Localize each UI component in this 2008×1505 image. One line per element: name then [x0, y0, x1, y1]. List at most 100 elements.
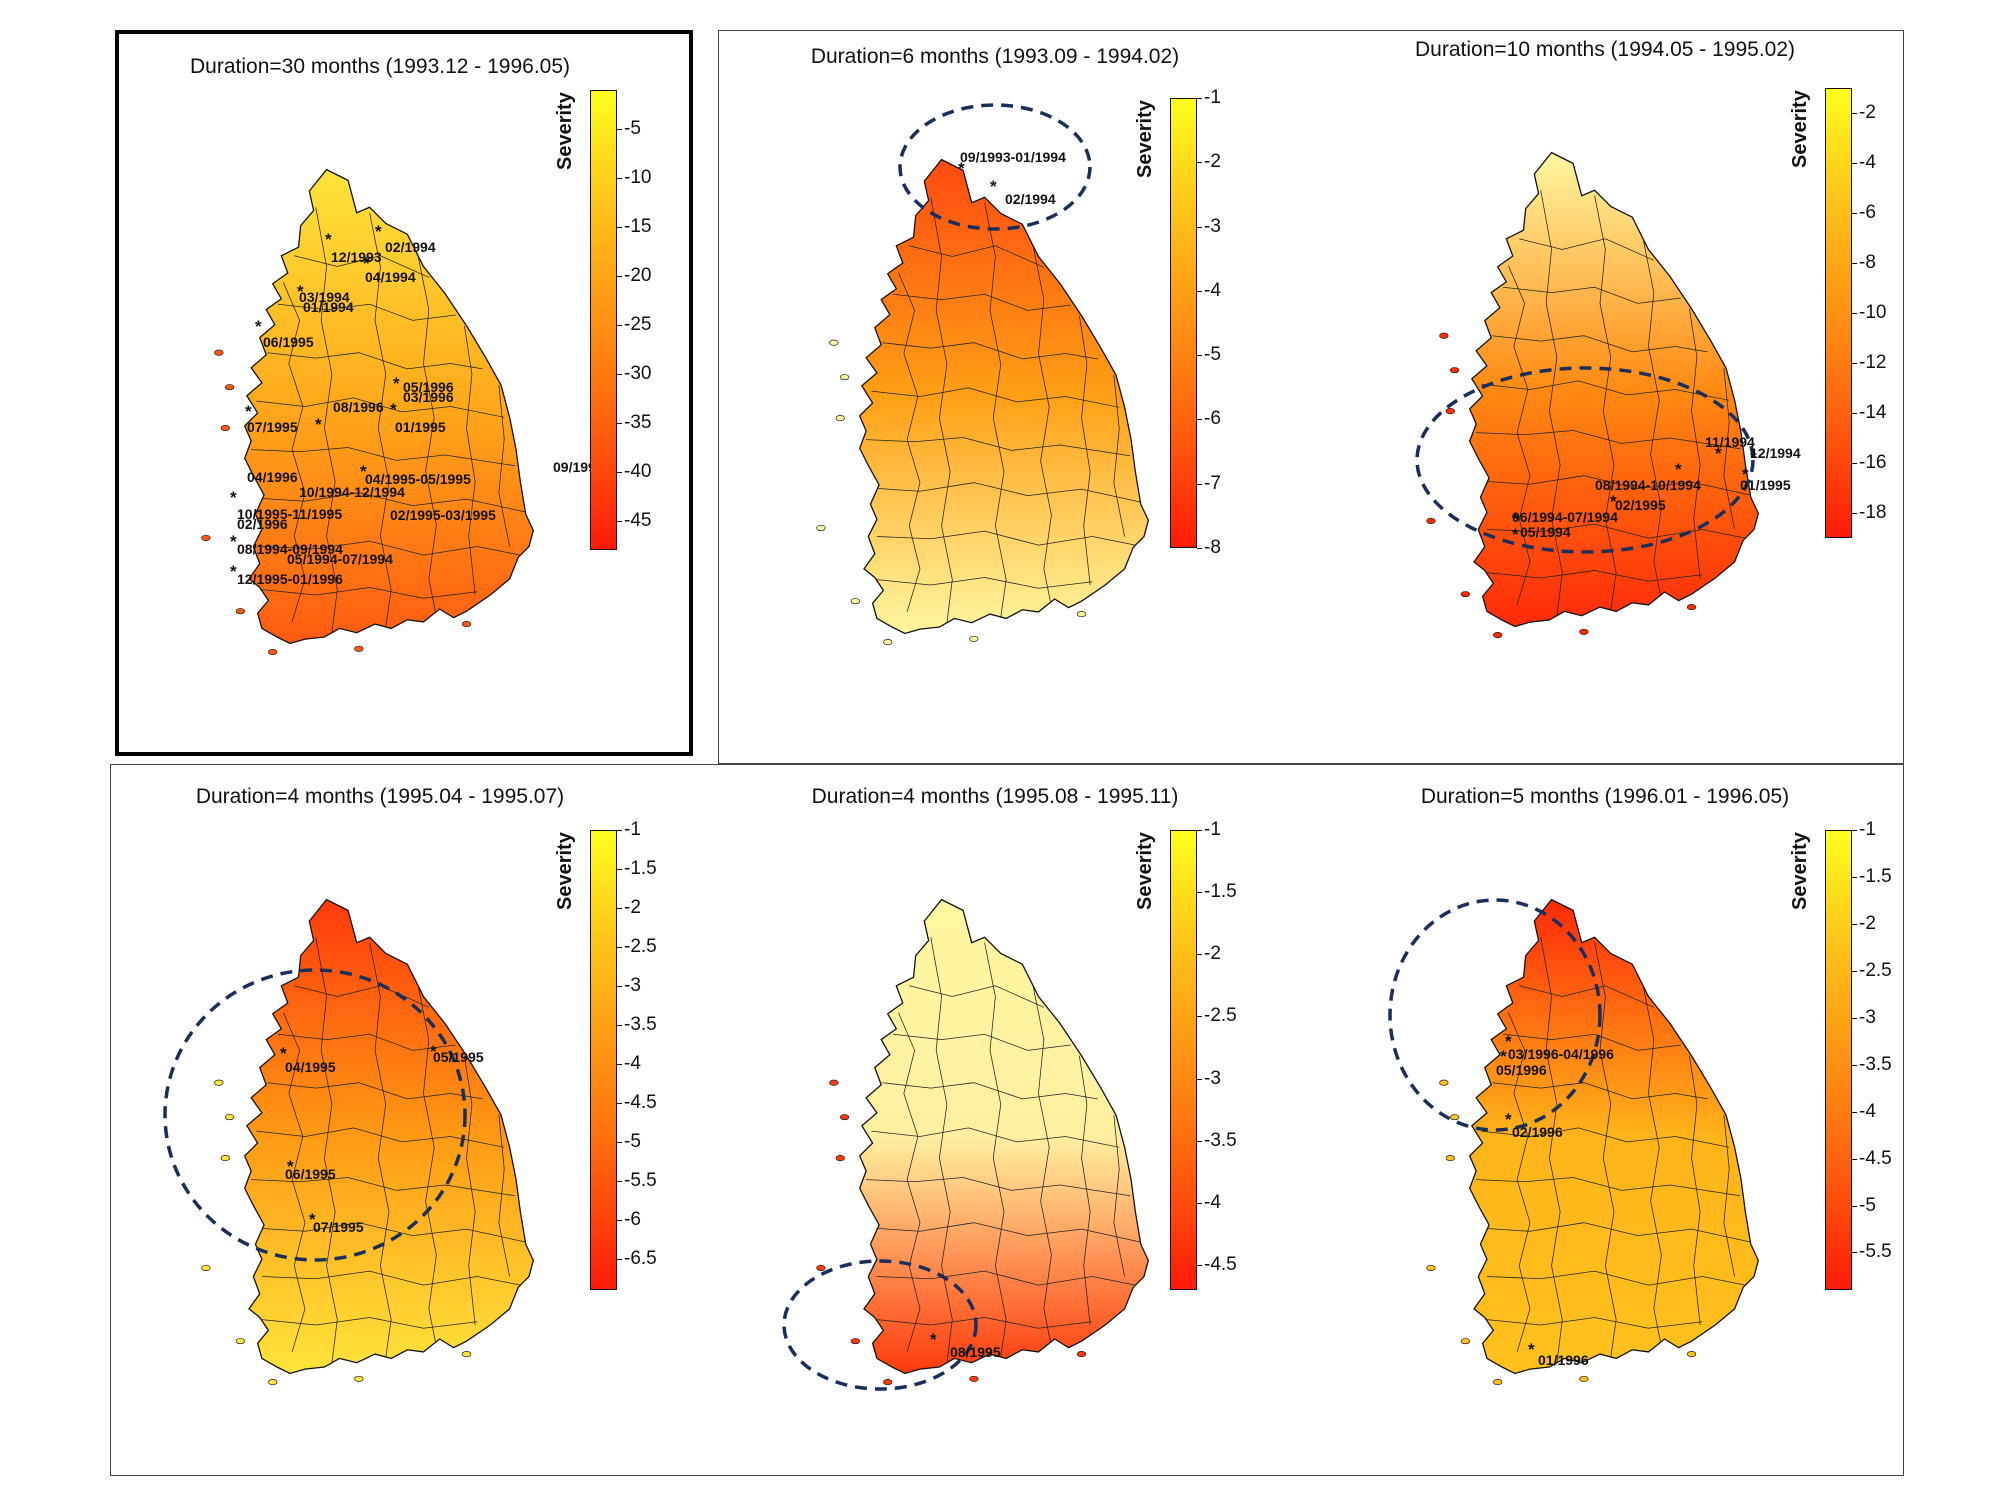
colorbar-tick-label: -1 [1204, 819, 1221, 840]
colorbar-tick-label: -2 [1859, 912, 1876, 934]
colorbar-tickmark [617, 1063, 622, 1065]
event-annotation: 03/1994 [299, 289, 350, 305]
event-marker: * [1750, 448, 1757, 467]
district-boundaries [251, 937, 526, 1363]
colorbar-tick-label: -5 [1204, 344, 1221, 366]
colorbar-tick-label: -3.5 [1204, 1129, 1237, 1151]
colorbar-tick-label: -2 [624, 896, 641, 918]
panel-title: Duration=10 months (1994.05 - 1995.02) [1415, 38, 1795, 61]
event-annotation: 02/1994 [1005, 191, 1056, 207]
colorbar-tick-label: -25 [624, 313, 652, 335]
event-marker: * [393, 374, 400, 393]
colorbar-tickmark [1197, 1202, 1202, 1204]
korea-drought-map [1426, 151, 1759, 639]
islands [201, 1079, 472, 1386]
map-panel-3: Duration=10 months (1994.05 - 1995.02) 11… [1375, 38, 2008, 758]
map-panel-6: Duration=5 months (1996.01 - 1996.05) 03/… [1375, 785, 2008, 1505]
colorbar-tickmark [1852, 1017, 1857, 1019]
colorbar-tickmark [1852, 876, 1857, 878]
event-marker: * [255, 317, 262, 336]
colorbar-tickmark [1197, 290, 1202, 292]
colorbar-tick-label: -3 [1204, 1067, 1221, 1089]
map-panel-1: Duration=30 months (1993.12 - 1996.05) 02… [150, 55, 790, 775]
colorbar-tick-label: -1 [1859, 819, 1876, 840]
colorbar-tickmark [1852, 313, 1857, 314]
event-marker: * [1512, 525, 1519, 544]
event-marker: * [930, 1330, 937, 1349]
event-marker: * [1512, 510, 1519, 529]
colorbar-tickmark [617, 907, 622, 909]
colorbar-tickmark [1852, 163, 1857, 164]
map-panel-4: Duration=4 months (1995.04 - 1995.07) 04/… [150, 785, 790, 1505]
event-marker: * [315, 415, 322, 434]
event-annotation: 02/1995-03/1995 [390, 507, 496, 523]
peninsula-region [1468, 898, 1759, 1375]
colorbar-gradient [1170, 98, 1197, 548]
colorbar-tickmark [1852, 1252, 1857, 1254]
event-annotation: 12/1994 [1750, 445, 1801, 461]
colorbar-label: Severity [554, 832, 576, 910]
colorbar-tickmark [617, 520, 622, 522]
colorbar-tick-label: -45 [624, 509, 652, 531]
event-annotation: 08/1995 [950, 1344, 1001, 1360]
colorbar-tick-label: -2.5 [624, 935, 657, 957]
colorbar-gradient [590, 90, 617, 550]
district-boundaries [1476, 937, 1751, 1363]
event-marker: * [1505, 1110, 1512, 1129]
event-annotation: 05/1995 [433, 1049, 484, 1065]
colorbar-tickmark [1852, 513, 1857, 514]
colorbar-tick-label: -4 [624, 1052, 641, 1074]
colorbar-tick-label: -2 [1204, 151, 1221, 173]
event-annotation: 10/1995-11/1995 [237, 506, 343, 522]
colorbar-tick-label: -10 [624, 167, 652, 189]
event-annotation: 08/1994-10/1994 [1595, 477, 1701, 493]
panel-title: Duration=4 months (1995.04 - 1995.07) [195, 785, 565, 808]
colorbar-tick-label: -3.5 [624, 1013, 657, 1035]
event-annotation: 01/1995 [395, 419, 446, 435]
event-annotation: 02/1994 [385, 239, 436, 255]
event-marker: * [309, 1210, 316, 1229]
event-marker: * [375, 222, 382, 241]
event-annotation: 01/1996 [1538, 1352, 1589, 1368]
korea-drought-map [816, 898, 1149, 1386]
colorbar-tickmark [617, 373, 622, 375]
colorbar-gradient [1825, 830, 1852, 1290]
colorbar-tick-label: -3 [624, 974, 641, 996]
event-marker: * [958, 159, 965, 178]
colorbar-tickmark [1197, 355, 1202, 357]
colorbar-tick-label: -3.5 [1859, 1053, 1892, 1075]
colorbar-tick-label: -30 [624, 362, 652, 384]
district-boundaries [251, 207, 526, 633]
event-marker: * [360, 462, 367, 481]
event-annotation: 02/1995 [1615, 497, 1666, 513]
highlight-ellipse [163, 968, 467, 1262]
korea-drought-map [816, 158, 1149, 646]
colorbar-tickmark [1852, 830, 1857, 831]
event-annotation: 05/1994-07/1994 [287, 551, 393, 567]
colorbar-tickmark [1197, 1078, 1202, 1080]
colorbar-tickmark [617, 868, 622, 870]
colorbar-tick-label: -4 [1204, 1191, 1221, 1213]
colorbar-tickmark [617, 1180, 622, 1182]
event-annotation: 06/1994-07/1994 [1512, 509, 1618, 525]
colorbar-tickmark [617, 1219, 622, 1221]
event-annotation: 03/1996-04/1996 [1508, 1046, 1614, 1062]
colorbar-gradient [1170, 830, 1197, 1290]
district-boundaries [866, 197, 1141, 623]
peninsula-region [243, 168, 534, 645]
colorbar-tick-label: -14 [1859, 402, 1887, 423]
highlight-ellipse [898, 103, 1092, 231]
colorbar-tick-label: -18 [1859, 502, 1887, 523]
colorbar-tickmark [617, 985, 622, 987]
event-annotation: 04/1994 [365, 269, 416, 285]
colorbar-tickmark [617, 1258, 622, 1260]
colorbar-tickmark [617, 1102, 622, 1104]
colorbar-tickmark [617, 946, 622, 948]
colorbar-tickmark [1197, 226, 1202, 228]
colorbar-tickmark [1197, 98, 1202, 99]
colorbar-label: Severity [554, 92, 576, 170]
korea-drought-map [201, 168, 534, 656]
colorbar-tickmark [1852, 1064, 1857, 1066]
colorbar-tick-label: -8 [1204, 537, 1221, 558]
event-marker: * [230, 488, 237, 507]
